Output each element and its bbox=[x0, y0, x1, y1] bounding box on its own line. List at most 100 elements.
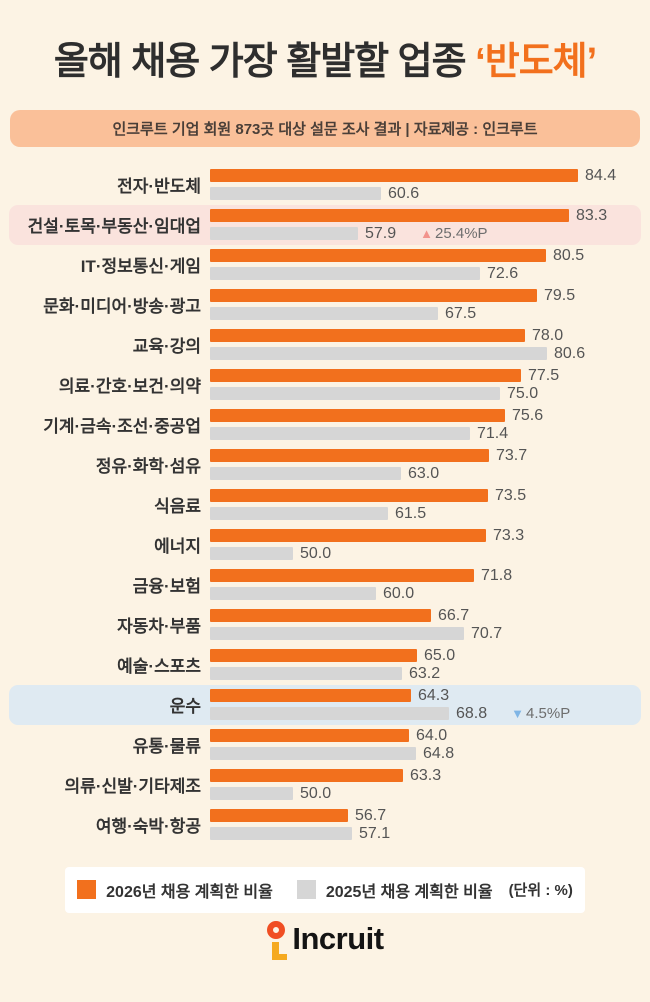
bar-group: 63.3 50.0 bbox=[210, 766, 641, 802]
bar-line-2026: 77.5 bbox=[210, 366, 641, 384]
bar-line-2025: 63.0 bbox=[210, 464, 641, 482]
chart-row: 에너지 73.3 50.0 bbox=[9, 525, 641, 565]
bar-2026 bbox=[210, 409, 505, 423]
value-2025: 57.9 bbox=[365, 224, 397, 242]
value-2025: 70.7 bbox=[471, 624, 503, 642]
bar-2025 bbox=[210, 387, 500, 401]
bar-2025 bbox=[210, 667, 402, 681]
legend-label-2025: 2025년 채용 계획한 비율 bbox=[325, 883, 493, 901]
bar-2025 bbox=[210, 587, 376, 601]
bar-2026 bbox=[210, 609, 431, 623]
bar-line-2025: 72.6 bbox=[210, 264, 641, 282]
category-label: 자동차·부품 bbox=[117, 617, 201, 637]
category-label: IT·정보통신·게임 bbox=[80, 257, 201, 277]
bar-line-2026: 73.7 bbox=[210, 446, 641, 464]
legend-swatch-2025 bbox=[296, 880, 316, 900]
value-2025: 60.6 bbox=[388, 184, 420, 202]
bar-line-2026: 84.4 bbox=[210, 167, 641, 184]
bar-2026 bbox=[210, 769, 403, 783]
bar-2026 bbox=[210, 169, 578, 183]
change-text: 25.4%P bbox=[435, 225, 488, 243]
value-2026: 77.5 bbox=[528, 366, 560, 384]
triangle-icon: ▼ bbox=[511, 706, 525, 722]
bar-2025 bbox=[210, 347, 547, 361]
bar-2025 bbox=[210, 627, 464, 641]
bar-line-2026: 64.0 bbox=[210, 727, 641, 744]
value-2025: 50.0 bbox=[300, 544, 332, 562]
bar-2026 bbox=[210, 689, 411, 703]
page-title: 올해 채용 가장 활발할 업종 ‘반도체’ bbox=[0, 40, 650, 86]
bar-2025 bbox=[210, 187, 381, 201]
bar-2025 bbox=[210, 547, 293, 561]
bar-group: 71.8 60.0 bbox=[210, 566, 641, 602]
bar-line-2026: 73.5 bbox=[210, 487, 641, 504]
bar-line-2025: 60.0 bbox=[210, 585, 641, 602]
bar-2026 bbox=[210, 649, 417, 663]
category-label: 정유·화학·섬유 bbox=[95, 457, 201, 477]
subtitle-text: 인크루트 기업 회원 873곳 대상 설문 조사 결과 | 자료제공 : 인크루… bbox=[112, 120, 538, 138]
bar-line-2026: 63.3 bbox=[210, 766, 641, 784]
bar-2026 bbox=[210, 209, 569, 223]
chart-row: 유통·물류 64.0 64.8 bbox=[9, 725, 641, 765]
value-2025: 80.6 bbox=[554, 344, 586, 362]
bar-group: 75.6 71.4 bbox=[210, 407, 641, 442]
value-2026: 71.8 bbox=[481, 566, 513, 584]
bar-2025 bbox=[210, 467, 401, 481]
bar-2026 bbox=[210, 289, 537, 303]
triangle-icon: ▲ bbox=[420, 226, 434, 242]
category-label: 에너지 bbox=[154, 537, 201, 557]
value-2026: 56.7 bbox=[355, 806, 387, 824]
category-label: 건설·토목·부동산·임대업 bbox=[27, 217, 201, 237]
bar-group: 64.0 64.8 bbox=[210, 727, 641, 762]
bar-2026 bbox=[210, 329, 525, 343]
value-2026: 83.3 bbox=[576, 206, 608, 224]
chart-row: 금융·보험 71.8 60.0 bbox=[9, 565, 641, 605]
bar-line-2026: 75.6 bbox=[210, 407, 641, 424]
chart-row: 기계·금속·조선·중공업 75.6 71.4 bbox=[9, 405, 641, 445]
page-title-accent: ‘반도체’ bbox=[475, 41, 597, 83]
value-2025: 67.5 bbox=[445, 304, 477, 322]
bar-group: 73.5 61.5 bbox=[210, 487, 641, 522]
bar-2026 bbox=[210, 809, 348, 823]
value-2026: 79.5 bbox=[544, 286, 576, 304]
bar-line-2025: 80.6 bbox=[210, 344, 641, 362]
bar-line-2025: 68.8 ▼ 4.5%P bbox=[210, 704, 641, 722]
chart-row: 운수 64.3 68.8 ▼ 4.5%P bbox=[9, 684, 641, 725]
chart-row: 문화·미디어·방송·광고 79.5 67.5 bbox=[9, 285, 641, 325]
bar-2025 bbox=[210, 787, 293, 801]
legend: 2026년 채용 계획한 비율 2025년 채용 계획한 비율 (단위 : %) bbox=[65, 866, 585, 913]
bar-line-2025: 50.0 bbox=[210, 785, 641, 802]
bar-line-2025: 63.2 bbox=[210, 665, 641, 682]
bar-line-2025: 67.5 bbox=[210, 304, 641, 322]
bar-2025 bbox=[210, 307, 438, 321]
value-2026: 73.3 bbox=[493, 526, 525, 544]
value-2025: 63.0 bbox=[408, 464, 440, 482]
bar-2025 bbox=[210, 707, 449, 721]
category-label: 여행·숙박·항공 bbox=[95, 817, 201, 837]
chart-row: 의류·신발·기타제조 63.3 50.0 bbox=[9, 765, 641, 805]
category-label: 문화·미디어·방송·광고 bbox=[43, 297, 201, 317]
value-2025: 68.8 bbox=[456, 704, 488, 722]
value-2025: 72.6 bbox=[487, 264, 519, 282]
bar-2025 bbox=[210, 227, 358, 241]
value-2025: 57.1 bbox=[359, 824, 391, 842]
change-annotation: ▲ 25.4%P bbox=[420, 225, 487, 242]
bar-line-2025: 70.7 bbox=[210, 624, 641, 642]
bar-group: 84.4 60.6 bbox=[210, 167, 641, 202]
bar-line-2025: 57.1 bbox=[210, 824, 641, 842]
chart-row: 전자·반도체 84.4 60.6 bbox=[9, 165, 641, 205]
value-2026: 78.0 bbox=[532, 326, 564, 344]
bar-2025 bbox=[210, 507, 388, 521]
category-label: 금융·보험 bbox=[132, 577, 201, 597]
bar-group: 64.3 68.8 ▼ 4.5%P bbox=[210, 687, 641, 722]
value-2026: 63.3 bbox=[410, 766, 442, 784]
incruit-logo-text: Incruit bbox=[292, 920, 384, 956]
category-label: 의류·신발·기타제조 bbox=[64, 777, 201, 797]
bar-line-2025: 57.9 ▲ 25.4%P bbox=[210, 224, 641, 242]
value-2026: 73.7 bbox=[496, 446, 528, 464]
incruit-logo-mark-icon bbox=[267, 920, 288, 960]
category-label: 의료·간호·보건·의약 bbox=[58, 377, 201, 397]
bar-group: 78.0 80.6 bbox=[210, 326, 641, 362]
chart-row: 의료·간호·보건·의약 77.5 75.0 bbox=[9, 365, 641, 405]
category-label: 교육·강의 bbox=[132, 337, 201, 357]
